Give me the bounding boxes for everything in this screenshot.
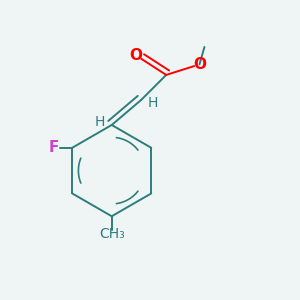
Text: H: H [147, 97, 158, 110]
Text: H: H [95, 115, 105, 129]
Text: CH₃: CH₃ [99, 227, 124, 241]
Text: O: O [193, 57, 206, 72]
Text: F: F [48, 140, 59, 155]
Text: O: O [129, 48, 142, 63]
